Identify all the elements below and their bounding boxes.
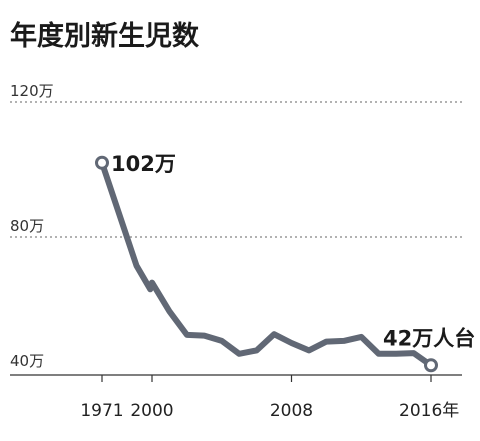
x-tick-label: 2016年 bbox=[399, 401, 459, 421]
data-annotation: 42万人台 bbox=[383, 326, 475, 350]
endpoint-marker bbox=[424, 358, 438, 373]
endpoint-marker bbox=[95, 155, 109, 170]
data-annotation: 102万 bbox=[111, 152, 176, 176]
chart-title: 年度別新生児数 bbox=[10, 20, 200, 52]
gridlines bbox=[10, 101, 462, 238]
x-tick-label: 2008 bbox=[270, 401, 313, 421]
y-tick-label: 40万 bbox=[10, 352, 44, 370]
label-layer: 120万 80万 40万 1971 2000 2008 2016年 102万 42万人台 bbox=[10, 82, 475, 421]
x-axis bbox=[10, 374, 462, 382]
y-tick-label: 80万 bbox=[10, 217, 44, 235]
x-tick-label: 1971 bbox=[80, 401, 123, 421]
x-tick-label: 2000 bbox=[130, 401, 173, 421]
series-layer bbox=[95, 155, 438, 373]
y-tick-label: 120万 bbox=[10, 82, 54, 100]
series-line bbox=[99, 159, 434, 369]
